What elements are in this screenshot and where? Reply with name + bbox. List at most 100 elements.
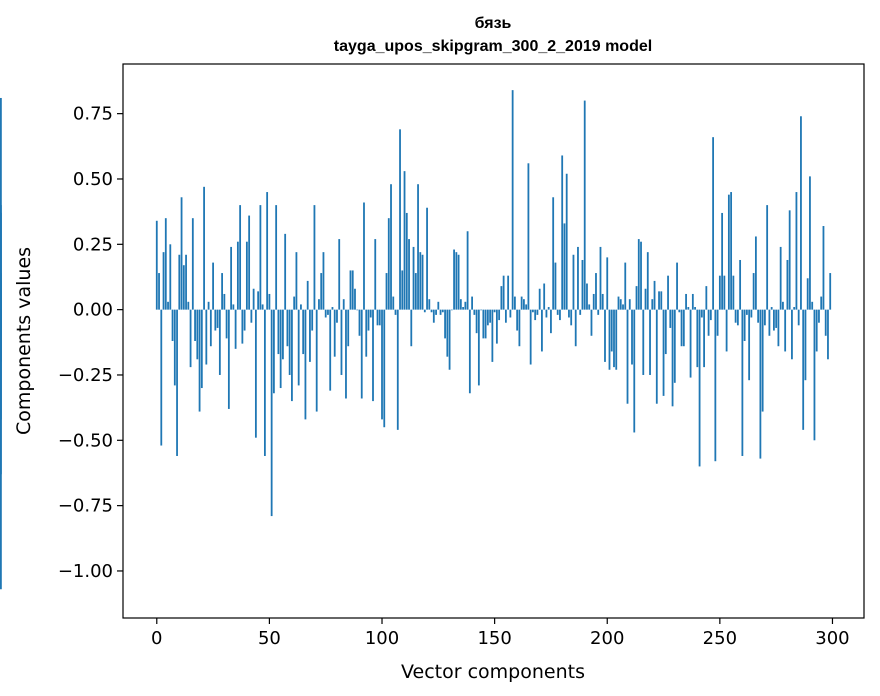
bar-1: [158, 273, 160, 310]
bar-23: [207, 301, 210, 310]
bar-86: [349, 270, 352, 310]
bar-30: [223, 293, 226, 310]
bar-257: [734, 309, 737, 323]
bar-209: [626, 309, 629, 404]
bar-42: [250, 309, 253, 323]
bar-125: [437, 301, 440, 310]
bar-311: [0, 309, 2, 590]
bar-135: [459, 299, 462, 310]
bar-173: [545, 309, 548, 318]
bar-283: [793, 307, 796, 310]
bar-289: [806, 278, 809, 310]
bar-122: [430, 309, 433, 313]
bar-108: [399, 129, 401, 310]
bar-179: [559, 309, 561, 321]
bar-127: [441, 309, 444, 313]
bar-19: [198, 309, 201, 412]
bar-155: [504, 309, 507, 323]
bar-259: [739, 259, 742, 310]
bar-8: [173, 309, 176, 386]
bar-258: [736, 309, 739, 326]
bar-109: [401, 270, 404, 310]
bar-277: [779, 246, 782, 310]
bar-64: [300, 304, 302, 310]
bar-261: [743, 309, 746, 341]
bar-276: [777, 309, 780, 347]
bar-4: [164, 218, 167, 310]
bar-237: [689, 309, 692, 378]
bar-63: [297, 309, 300, 386]
bar-217: [644, 288, 647, 310]
bar-151: [495, 309, 498, 344]
bar-41: [248, 215, 251, 310]
bar-240: [696, 309, 699, 368]
bar-3: [162, 252, 165, 310]
y-tick-label: 0.25: [73, 234, 113, 255]
bar-249: [716, 309, 719, 336]
bar-296: [822, 226, 825, 310]
bar-123: [432, 309, 435, 323]
bar-59: [288, 309, 291, 375]
bar-221: [653, 280, 656, 310]
bar-308: [0, 212, 2, 310]
bar-7: [171, 309, 174, 341]
bar-74: [322, 252, 325, 310]
bar-170: [538, 288, 541, 310]
bar-71: [315, 309, 318, 412]
bar-95: [369, 309, 372, 318]
bar-21: [203, 186, 205, 310]
bar-281: [788, 210, 791, 310]
bar-26: [214, 309, 217, 331]
bar-110: [403, 171, 406, 310]
bar-188: [579, 309, 582, 315]
bar-61: [293, 296, 296, 310]
bar-103: [387, 218, 390, 310]
bar-84: [345, 309, 347, 399]
bar-46: [259, 205, 262, 310]
bar-67: [306, 280, 309, 310]
bar-88: [354, 288, 356, 310]
bar-36: [236, 241, 239, 310]
bar-33: [230, 246, 233, 310]
bar-182: [565, 173, 568, 310]
bar-210: [628, 299, 631, 310]
bar-28: [218, 309, 221, 375]
bar-114: [412, 246, 415, 310]
x-tick-label: 50: [258, 628, 281, 649]
bar-78: [331, 307, 334, 310]
bar-279: [784, 309, 787, 352]
bar-100: [381, 309, 383, 420]
bar-27: [216, 309, 219, 328]
bar-215: [640, 241, 642, 310]
bar-272: [768, 309, 771, 336]
bar-294: [818, 309, 820, 323]
bar-47: [261, 304, 264, 310]
bar-40: [245, 241, 248, 310]
y-tick-label: −0.75: [58, 496, 113, 517]
bar-45: [257, 291, 260, 310]
bar-161: [518, 309, 521, 347]
bar-171: [541, 309, 543, 352]
bar-17: [194, 309, 196, 341]
bar-248: [714, 309, 717, 462]
bar-262: [745, 309, 748, 315]
chart-title: бязь: [475, 15, 512, 32]
bar-293: [815, 309, 818, 352]
bar-128: [444, 309, 446, 339]
bar-242: [700, 309, 703, 318]
bar-152: [498, 309, 501, 321]
x-tick-label: 100: [365, 628, 399, 649]
x-axis-ticks: 0 50 100 150 200 250 300: [151, 618, 850, 649]
bar-227: [667, 275, 669, 310]
bar-158: [511, 90, 514, 310]
bar-54: [277, 309, 280, 355]
bar-89: [356, 309, 359, 311]
bar-290: [809, 176, 811, 310]
bar-149: [491, 309, 494, 362]
bar-299: [829, 273, 832, 310]
bar-147: [486, 309, 489, 326]
bar-38: [241, 309, 244, 344]
bar-2: [160, 309, 163, 446]
bar-292: [813, 309, 816, 441]
